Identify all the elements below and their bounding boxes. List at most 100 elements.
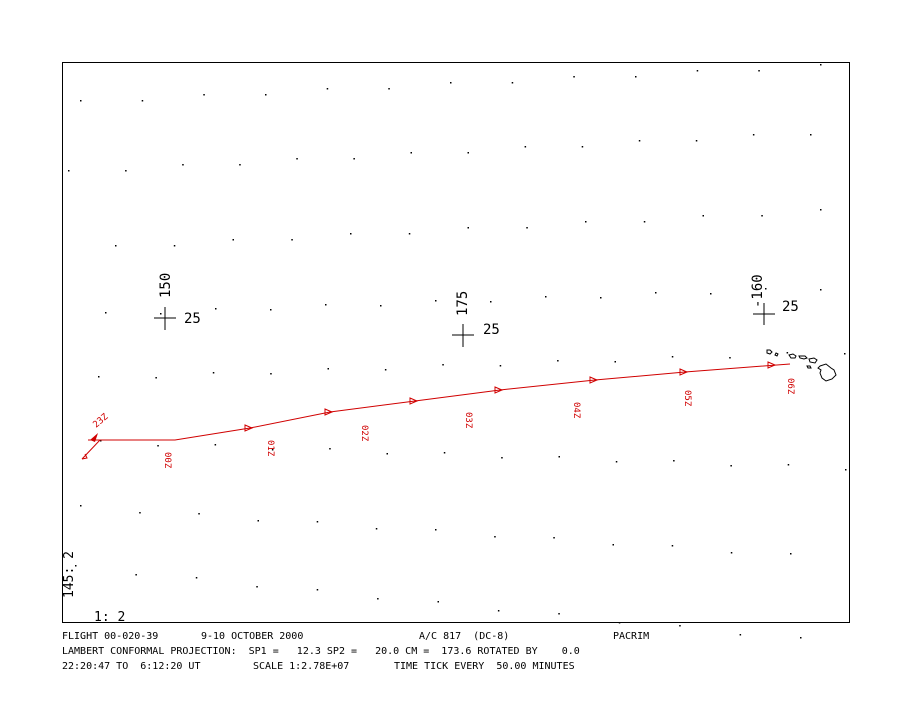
graticule-dot: [435, 529, 437, 531]
graticule-dot: [442, 364, 444, 366]
graticule-dot: [612, 544, 614, 546]
graticule-dot: [573, 76, 575, 78]
graticule-dot: [410, 152, 412, 154]
graticule-dot: [643, 221, 646, 223]
graticule-dot: [316, 521, 319, 523]
time-tick-label: 04Z: [571, 402, 581, 419]
graticule-dot: [600, 297, 602, 299]
graticule-dot: [494, 536, 496, 538]
graticule-dot: [408, 233, 411, 235]
graticule-dot: [270, 309, 272, 311]
graticule-dot: [729, 357, 731, 359]
graticule-dot: [198, 513, 200, 515]
time-tick-label: 03Z: [463, 412, 473, 429]
graticule-dot: [435, 300, 437, 302]
graticule-dot: [752, 134, 755, 136]
graticule-dot: [437, 601, 439, 603]
graticule-dot: [730, 552, 733, 554]
track-direction-arrow: [679, 368, 689, 376]
graticule-dot: [499, 365, 502, 367]
time-range: 22:20:47 TO 6:12:20 UT: [62, 661, 201, 672]
graticule-dot: [141, 100, 144, 102]
graticule-dot: [585, 221, 587, 223]
graticule-dot: [256, 586, 258, 588]
graticule-dot: [820, 209, 822, 211]
graticule-dot: [497, 610, 500, 612]
graticule-dot: [100, 440, 102, 442]
footer-line-2: LAMBERT CONFORMAL PROJECTION: SP1 = 12.3…: [62, 644, 580, 674]
lon-label-150: 150: [158, 273, 174, 298]
projection-info: LAMBERT CONFORMAL PROJECTION: SP1 = 12.3…: [62, 646, 580, 657]
time-tick-label: 05Z: [682, 390, 692, 407]
graticule-dot: [215, 308, 217, 310]
graticule-dot: [257, 520, 259, 522]
graticule-dot: [195, 577, 198, 579]
graticule-dot: [443, 452, 446, 454]
graticule-dot: [581, 146, 584, 148]
flight-dates: 9-10 OCTOBER 2000: [201, 631, 304, 642]
map-frame: [62, 62, 850, 623]
time-tick-labels: 23Z 00Z 01Z 02Z 03Z 04Z 05Z 06Z: [92, 378, 795, 469]
time-tick-label: 00Z: [162, 452, 172, 469]
graticule-dot: [296, 158, 298, 160]
time-tick-label: 06Z: [785, 378, 795, 395]
graticule-dot: [671, 356, 674, 358]
graticule-dot: [790, 553, 792, 555]
graticule-dot: [638, 140, 641, 142]
graticule-dot: [239, 164, 241, 166]
graticule-dot: [80, 100, 82, 102]
graticule-dot: [739, 634, 742, 636]
graticule-dot: [679, 625, 681, 627]
graticule-dot: [490, 301, 492, 303]
graticule-dot: [291, 239, 293, 241]
graticule-dot: [203, 94, 205, 96]
graticule-dot: [135, 574, 137, 576]
lon-label-neg160: -160: [750, 274, 766, 308]
grid-cross-175: 175 25: [452, 291, 500, 347]
graticule-dot: [618, 622, 621, 624]
graticule-dot: [388, 88, 390, 90]
track-direction-arrow: [409, 397, 419, 405]
graticule-dot: [214, 444, 217, 446]
time-tick-label: 23Z: [92, 412, 111, 430]
graticule-dot: [845, 469, 847, 471]
graticule-dot: [702, 215, 704, 217]
graticule-dot: [558, 456, 560, 458]
track-direction-arrow: [589, 376, 599, 384]
graticule-dot: [80, 505, 82, 507]
graticule-dot: [325, 304, 327, 306]
graticule-dot: [157, 445, 159, 447]
lat-label-175: 25: [483, 322, 500, 338]
graticule-dot: [98, 376, 100, 378]
map-scale: SCALE 1:2.78E+07: [253, 661, 350, 672]
graticule-dot: [758, 70, 760, 72]
grid-cross-150: 150 25: [154, 273, 201, 330]
graticule-dot: [125, 170, 127, 172]
graticule-dot: [270, 373, 272, 375]
graticule-dot: [160, 313, 162, 315]
graticule-dot: [557, 360, 559, 362]
graticule-dot: [329, 448, 331, 450]
graticule-dot: [265, 94, 267, 96]
footer-line-3: 22:20:47 TO 6:12:20 UT SCALE 1:2.78E+07 …: [62, 659, 575, 719]
graticule-dot: [384, 369, 387, 371]
flight-track-line: [81, 363, 791, 460]
graticule-dot: [820, 289, 822, 291]
graticule-dot: [467, 152, 469, 154]
graticule-dot: [615, 461, 618, 463]
time-tick-label: 02Z: [359, 425, 369, 442]
graticule-dot: [820, 64, 822, 66]
graticule-dot: [467, 227, 469, 229]
graticule-dot: [635, 76, 637, 78]
graticule-dot: [553, 537, 555, 539]
lat-label-neg160: 25: [782, 299, 799, 315]
graticule-dot: [526, 227, 528, 229]
graticule-dot: [710, 293, 712, 295]
graticule-dot: [671, 545, 674, 547]
graticule-dot: [545, 296, 547, 298]
grid-cross-neg160: -160 25: [750, 274, 799, 325]
lon-label-175: 175: [455, 291, 471, 316]
graticule-dot: [800, 637, 802, 639]
campaign: PACRIM: [613, 631, 650, 642]
graticule-dot: [182, 164, 184, 166]
